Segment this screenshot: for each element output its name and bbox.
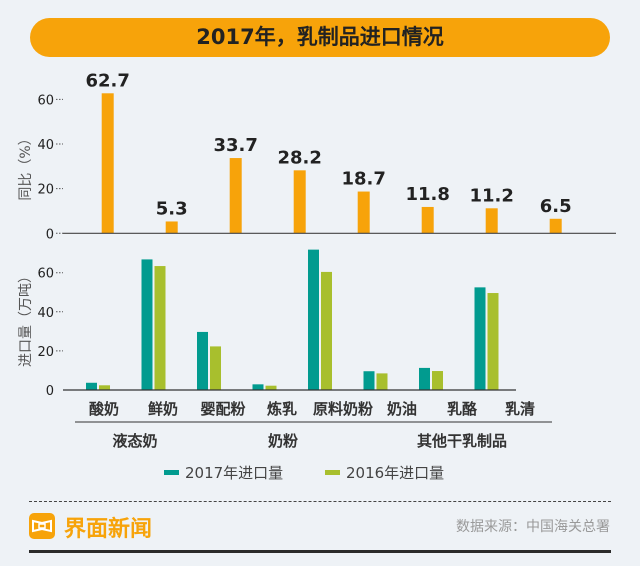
category-label: 乳酪	[447, 400, 478, 418]
category-label: 炼乳	[267, 400, 297, 418]
chart-title: 2017年，乳制品进口情况	[30, 18, 610, 57]
data-label: 28.2	[277, 147, 321, 168]
y-tick-label: 40	[37, 306, 54, 321]
y-tick-label: 0	[46, 384, 54, 399]
chart-svg: 0 20 40 60 同比（%） 62.7 5.3 33.7 28.2 18.7 11.8 11.2 6…	[18, 70, 616, 482]
bar-2016	[265, 385, 277, 390]
group-label: 其他干乳制品	[417, 432, 507, 450]
legend-label: 2016年进口量	[346, 464, 444, 482]
bar-2017	[86, 382, 97, 390]
brand-name: 界面新闻	[64, 517, 153, 542]
bar-yoy	[165, 221, 178, 234]
data-label: 5.3	[156, 198, 188, 219]
bar-2016	[432, 371, 443, 390]
data-label: 6.5	[540, 196, 572, 217]
bar-2017	[308, 249, 319, 390]
group-label: 奶粉	[268, 432, 298, 450]
bar-2016	[99, 385, 110, 390]
legend-swatch	[164, 470, 179, 475]
legend-label: 2017年进口量	[185, 464, 283, 482]
bar-yoy	[357, 191, 370, 234]
bar-2017	[474, 287, 486, 390]
y-axis-label: 进口量（万吨）	[18, 269, 34, 367]
bar-yoy	[229, 158, 242, 234]
bar-2017	[419, 367, 430, 390]
y-axis-label: 同比（%）	[18, 131, 34, 200]
data-label: 11.2	[469, 185, 513, 206]
category-label: 鲜奶	[148, 400, 178, 418]
group-label: 液态奶	[112, 432, 157, 450]
bar-yoy	[293, 170, 306, 234]
category-label: 原料奶粉	[313, 400, 373, 418]
bar-2017	[141, 259, 153, 390]
dotted-divider	[29, 501, 611, 502]
y-tick-label: 40	[37, 138, 54, 153]
bar-2017	[363, 371, 375, 390]
bar-2016	[154, 266, 166, 390]
y-tick-label: 20	[37, 183, 54, 198]
data-source: 数据来源：中国海关总署	[456, 519, 610, 535]
bar-yoy	[485, 208, 498, 234]
data-label: 62.7	[85, 70, 129, 91]
data-label: 11.8	[405, 184, 449, 205]
data-label: 18.7	[341, 169, 385, 190]
category-label: 奶油	[387, 400, 417, 418]
y-tick-label: 0	[46, 227, 54, 242]
y-tick-label: 60	[37, 93, 54, 108]
bar-yoy	[549, 218, 562, 234]
category-label: 乳清	[505, 400, 535, 418]
y-tick-label: 60	[37, 267, 54, 282]
legend-swatch	[325, 470, 340, 475]
bar-2017	[197, 331, 208, 390]
bar-2016	[487, 293, 499, 390]
bar-2016	[376, 373, 388, 390]
data-label: 33.7	[213, 135, 257, 156]
bar-2016	[321, 271, 332, 390]
brand-logo-icon	[29, 513, 55, 539]
bar-2017	[252, 384, 264, 390]
category-label: 酸奶	[89, 400, 119, 418]
y-tick-label: 20	[37, 345, 54, 360]
footer-rule	[29, 550, 611, 553]
bar-yoy	[101, 93, 114, 234]
category-label: 婴配粉	[200, 400, 245, 418]
bar-yoy	[421, 206, 434, 234]
bar-2016	[210, 346, 221, 390]
